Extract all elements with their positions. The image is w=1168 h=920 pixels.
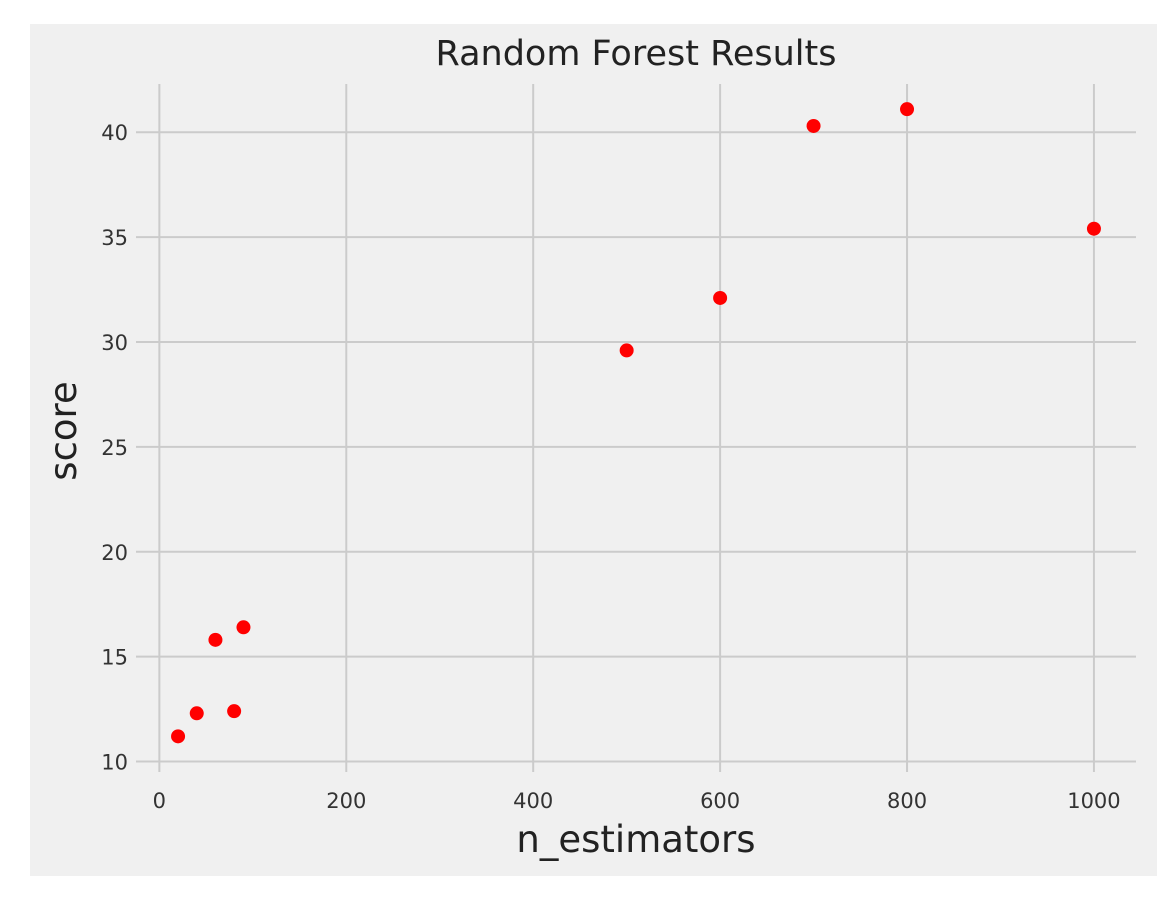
data-point: [713, 290, 728, 305]
x-tick-label: 200: [326, 789, 366, 813]
y-tick-label: 10: [101, 751, 128, 775]
data-point: [619, 343, 634, 358]
data-point: [171, 729, 186, 744]
chart-figure: 0 200 400 600 800 1000 10 15 20 25 30 35 40 Random F…: [30, 24, 1157, 876]
y-tick-label: 15: [101, 646, 128, 670]
x-tick-label: 800: [887, 789, 927, 813]
x-tick-label: 1000: [1067, 789, 1120, 813]
scatter-chart: 0 200 400 600 800 1000 10 15 20 25 30 35 40 Random F…: [42, 34, 1136, 861]
y-tick-label: 25: [101, 436, 128, 460]
data-point: [900, 102, 915, 117]
y-tick-label: 20: [101, 541, 128, 565]
chart-title: Random Forest Results: [436, 34, 837, 74]
data-point: [227, 704, 242, 719]
grid: [136, 84, 1136, 772]
x-tick-label: 0: [153, 789, 166, 813]
data-points: [171, 102, 1101, 744]
y-tick-label: 35: [101, 226, 128, 250]
data-point: [208, 632, 223, 647]
tick-labels: 0 200 400 600 800 1000 10 15 20 25 30 35 40: [101, 121, 1120, 813]
y-tick-label: 40: [101, 121, 128, 145]
y-axis-label: score: [42, 381, 85, 480]
x-tick-label: 600: [700, 789, 740, 813]
data-point: [236, 620, 251, 635]
x-tick-label: 400: [513, 789, 553, 813]
y-tick-label: 30: [101, 331, 128, 355]
data-point: [189, 706, 204, 721]
data-point: [1086, 221, 1101, 236]
x-axis-label: n_estimators: [516, 818, 755, 861]
data-point: [806, 118, 821, 133]
